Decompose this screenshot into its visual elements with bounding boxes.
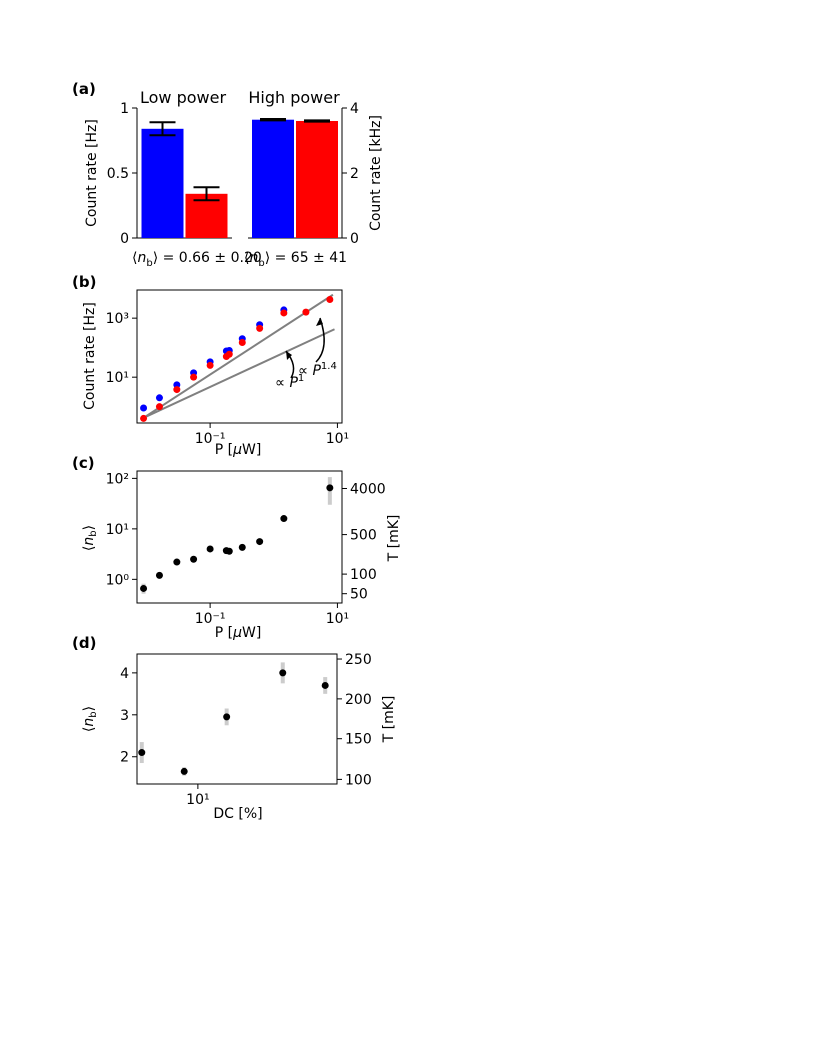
panel-c-point bbox=[155, 571, 163, 579]
panel-b-point-red bbox=[238, 338, 246, 346]
panel-a-right-title: High power bbox=[248, 88, 340, 107]
panel-d-y2label: T [mK] bbox=[381, 696, 397, 744]
panel-a-1-bar bbox=[252, 119, 294, 238]
panel-a-0-bar bbox=[141, 128, 184, 238]
panel-c-xtick-label: 10¹ bbox=[326, 611, 349, 627]
panel-a-left-annotation: ⟨nb⟩ = 0.66 ± 0.20 bbox=[132, 250, 262, 269]
panel-c-y2tick-label: 100 bbox=[350, 567, 377, 583]
panel-b-ylabel: Count rate [Hz] bbox=[82, 302, 98, 410]
panel-d-point bbox=[180, 767, 188, 775]
panel-b-xtick-label: 10⁻¹ bbox=[195, 431, 226, 447]
panel-a-1-ytick-label: 0 bbox=[350, 231, 359, 247]
panel-d-xtick-label: 10¹ bbox=[186, 792, 209, 808]
panel-d-point bbox=[138, 749, 146, 757]
panel-d-point bbox=[279, 669, 287, 677]
panel-b-point-red bbox=[280, 309, 288, 317]
panel-b-point-blue bbox=[140, 404, 148, 412]
panel-d-point bbox=[321, 681, 329, 689]
panel-b-point-red bbox=[173, 386, 181, 394]
panel-d-xlabel: DC [%] bbox=[213, 806, 262, 822]
panel-c-point bbox=[206, 545, 214, 553]
panel-d-ytick-label: 3 bbox=[120, 708, 129, 724]
panel-b-arrowhead-linear bbox=[286, 351, 292, 360]
panel-a-0-ytick-label: 0 bbox=[120, 231, 129, 247]
panel-b-frame bbox=[136, 289, 343, 424]
panel-d-ytick-label: 2 bbox=[120, 750, 129, 766]
panel-a-right-ylabel: Count rate [kHz] bbox=[368, 115, 384, 231]
panel-d-y2tick-label: 250 bbox=[345, 652, 372, 668]
panel-c-ytick-label: 10⁰ bbox=[106, 572, 130, 588]
panel-c-point bbox=[190, 555, 198, 563]
panel-b-point-red bbox=[302, 308, 310, 316]
panel-b-fit-line bbox=[143, 328, 335, 419]
panel-b-xlabel: P [μW] bbox=[215, 442, 262, 458]
panel-c-y2tick-label: 500 bbox=[350, 528, 377, 544]
panel-c-point bbox=[225, 547, 233, 555]
panel-d-y2tick-label: 100 bbox=[345, 772, 372, 788]
panel-c-ylabel: ⟨nb⟩ bbox=[81, 525, 99, 551]
panel-b-point-red bbox=[190, 373, 198, 381]
panel-c-point bbox=[140, 584, 148, 592]
panel-c-point bbox=[173, 558, 181, 566]
panel-b-point-red bbox=[256, 324, 264, 332]
panel-d-y2tick-label: 200 bbox=[345, 692, 372, 708]
panel-d-y2tick-label: 150 bbox=[345, 732, 372, 748]
panel-d-ylabel: ⟨nb⟩ bbox=[81, 706, 99, 732]
panel-label-a: (a) bbox=[72, 80, 96, 98]
panel-c-point bbox=[326, 484, 334, 492]
panel-c-y2tick-label: 50 bbox=[350, 587, 368, 603]
panel-a-1-ytick-label: 2 bbox=[350, 166, 359, 182]
panel-b-point-red bbox=[326, 295, 334, 303]
panel-c-point bbox=[280, 515, 288, 523]
panel-c-ytick-label: 10² bbox=[106, 471, 129, 487]
panel-b-xtick-label: 10¹ bbox=[326, 431, 349, 447]
panel-a-1-bar bbox=[296, 121, 338, 238]
panel-label-c: (c) bbox=[72, 454, 95, 472]
panel-c-point bbox=[256, 538, 264, 546]
panel-a-0-ytick-label: 1 bbox=[120, 101, 129, 117]
panel-a-left-ylabel: Count rate [Hz] bbox=[84, 119, 100, 227]
panel-b-arrowhead-steep bbox=[316, 318, 323, 326]
panel-b-fit-label-linear: ∝ P1 bbox=[275, 373, 304, 391]
panel-c-point bbox=[238, 543, 246, 551]
panel-b-fit-line bbox=[143, 293, 334, 419]
panel-d-ytick-label: 4 bbox=[120, 666, 129, 682]
panel-b-point-red bbox=[155, 403, 163, 411]
panel-b-point-blue bbox=[155, 394, 163, 402]
panel-label-d: (d) bbox=[72, 634, 96, 652]
panel-a-right-annotation: ⟨nb⟩ = 65 ± 41 bbox=[244, 250, 347, 269]
panel-a-0-ytick-label: 0.5 bbox=[107, 166, 129, 182]
panel-c-ytick-label: 10¹ bbox=[106, 522, 129, 538]
panel-b-point-red bbox=[140, 414, 148, 422]
panel-b-point-red bbox=[225, 350, 233, 358]
panel-c-frame bbox=[136, 470, 343, 604]
panel-d-point bbox=[223, 713, 231, 721]
panel-b-point-red bbox=[206, 361, 214, 369]
panel-c-xlabel: P [μW] bbox=[215, 625, 262, 641]
panel-label-b: (b) bbox=[72, 273, 96, 291]
panel-c-xtick-label: 10⁻¹ bbox=[195, 611, 226, 627]
panel-b-ytick-label: 10³ bbox=[106, 311, 129, 327]
panel-a-1-ytick-label: 4 bbox=[350, 101, 359, 117]
panel-a-left-title: Low power bbox=[140, 88, 226, 107]
panel-d-frame bbox=[136, 653, 338, 785]
panel-c-y2label: T [mK] bbox=[386, 515, 402, 563]
panel-b-ytick-label: 10¹ bbox=[106, 370, 129, 386]
panel-c-y2tick-label: 4000 bbox=[350, 482, 386, 498]
